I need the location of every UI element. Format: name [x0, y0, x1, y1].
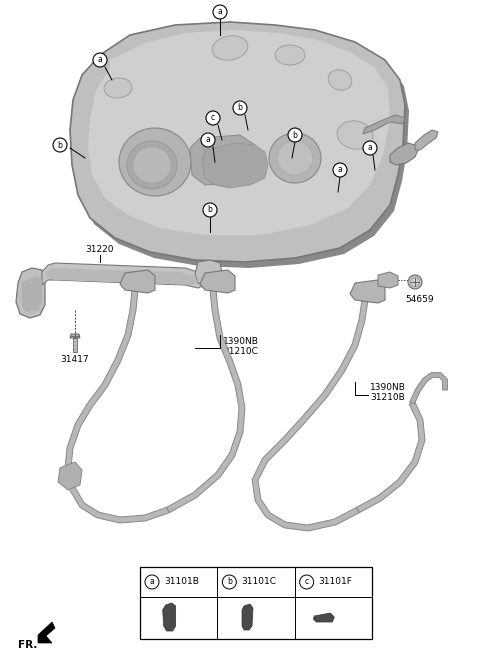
Ellipse shape	[337, 121, 373, 149]
Polygon shape	[378, 272, 398, 288]
Text: FR.: FR.	[18, 640, 37, 650]
Text: c: c	[211, 114, 215, 122]
Polygon shape	[74, 28, 409, 268]
Text: a: a	[368, 143, 372, 152]
Circle shape	[410, 277, 420, 286]
Text: a: a	[150, 578, 155, 587]
Polygon shape	[363, 115, 405, 134]
Polygon shape	[38, 622, 55, 643]
Polygon shape	[42, 263, 205, 288]
Circle shape	[201, 133, 215, 147]
Circle shape	[363, 141, 377, 155]
Polygon shape	[390, 143, 418, 165]
Polygon shape	[58, 462, 82, 490]
Text: 31210B: 31210B	[370, 394, 405, 403]
Text: b: b	[293, 131, 298, 139]
Polygon shape	[16, 268, 45, 318]
Ellipse shape	[277, 141, 313, 175]
Circle shape	[206, 111, 220, 125]
Polygon shape	[70, 334, 80, 338]
FancyBboxPatch shape	[140, 567, 372, 639]
Text: b: b	[58, 141, 62, 150]
Text: b: b	[227, 578, 232, 587]
Text: 31210C: 31210C	[223, 348, 258, 357]
Polygon shape	[73, 338, 77, 352]
Ellipse shape	[119, 128, 191, 196]
Circle shape	[233, 101, 247, 115]
Text: 31220: 31220	[86, 246, 114, 254]
Polygon shape	[120, 270, 155, 293]
Polygon shape	[22, 276, 42, 312]
Polygon shape	[415, 130, 438, 150]
Text: a: a	[337, 166, 342, 175]
Text: b: b	[238, 104, 242, 112]
Polygon shape	[163, 603, 176, 631]
Circle shape	[93, 53, 107, 67]
Ellipse shape	[275, 45, 305, 65]
Circle shape	[145, 575, 159, 589]
Text: a: a	[97, 55, 102, 64]
Polygon shape	[88, 30, 390, 235]
Circle shape	[222, 575, 236, 589]
Polygon shape	[350, 280, 385, 303]
Text: c: c	[305, 578, 309, 587]
Text: 31101F: 31101F	[319, 578, 352, 587]
Polygon shape	[242, 604, 253, 630]
Polygon shape	[252, 300, 368, 531]
Polygon shape	[200, 270, 235, 293]
Circle shape	[203, 203, 217, 217]
Polygon shape	[195, 260, 222, 286]
Text: 31101B: 31101B	[164, 578, 199, 587]
Circle shape	[213, 5, 227, 19]
Ellipse shape	[212, 35, 248, 60]
Text: 31417: 31417	[60, 355, 89, 365]
Circle shape	[53, 138, 67, 152]
Text: 31101C: 31101C	[241, 578, 276, 587]
Text: 54659: 54659	[406, 296, 434, 304]
Ellipse shape	[104, 78, 132, 98]
Polygon shape	[190, 135, 258, 185]
Ellipse shape	[127, 141, 177, 189]
Polygon shape	[410, 373, 447, 404]
Text: b: b	[207, 206, 213, 214]
Text: 1390NB: 1390NB	[370, 384, 406, 392]
Circle shape	[300, 575, 313, 589]
Text: 1390NB: 1390NB	[223, 338, 259, 346]
Ellipse shape	[133, 147, 171, 183]
Polygon shape	[357, 401, 425, 512]
Polygon shape	[202, 143, 268, 188]
Polygon shape	[45, 268, 198, 285]
Circle shape	[288, 128, 302, 142]
Polygon shape	[65, 290, 169, 523]
Ellipse shape	[328, 70, 352, 90]
Polygon shape	[70, 22, 405, 262]
Polygon shape	[167, 290, 245, 512]
Ellipse shape	[269, 133, 321, 183]
Text: a: a	[205, 135, 210, 145]
Polygon shape	[313, 613, 335, 622]
Circle shape	[408, 275, 422, 289]
Text: a: a	[217, 7, 222, 16]
Circle shape	[333, 163, 347, 177]
